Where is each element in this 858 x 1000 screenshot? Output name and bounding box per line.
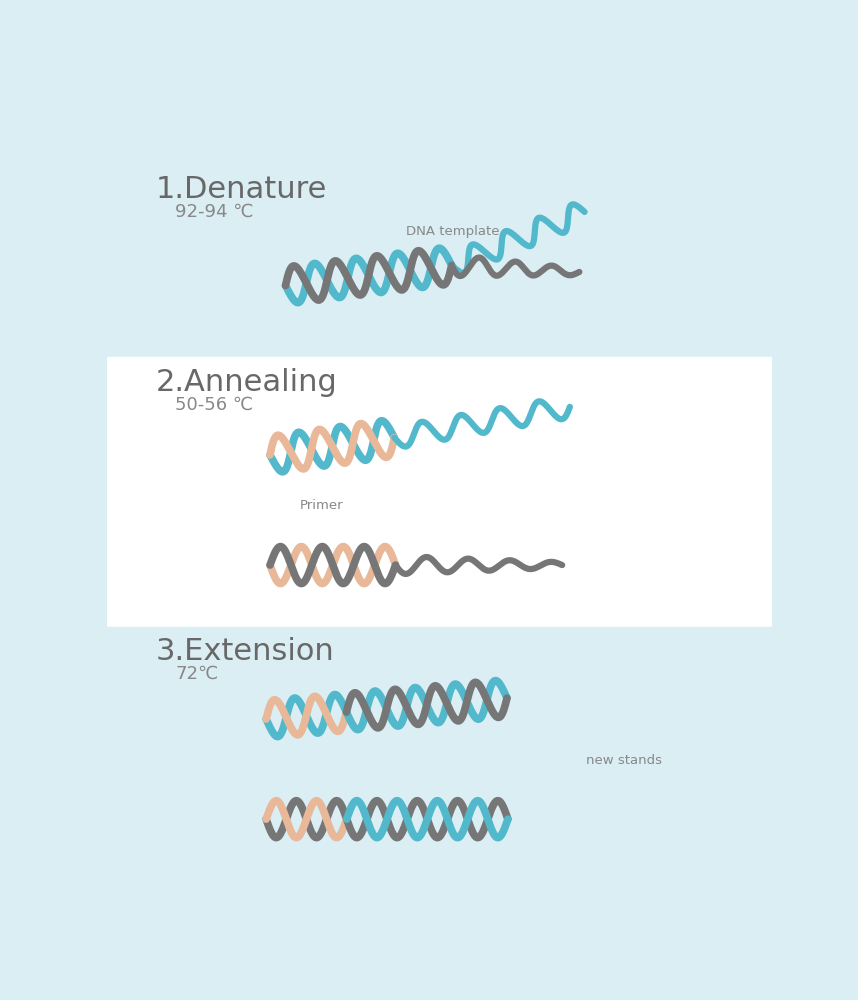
Text: 1.Denature: 1.Denature (155, 175, 327, 204)
Text: 72℃: 72℃ (175, 665, 219, 683)
Text: DNA template: DNA template (406, 225, 499, 238)
Text: Primer: Primer (299, 499, 343, 512)
Bar (107, 357, 772, 627)
Text: 50-56 ℃: 50-56 ℃ (175, 396, 254, 414)
Bar (107, 120, 772, 357)
Text: 92-94 ℃: 92-94 ℃ (175, 203, 254, 221)
Text: 2.Annealing: 2.Annealing (155, 368, 337, 397)
Text: new stands: new stands (586, 754, 662, 767)
Text: 3.Extension: 3.Extension (155, 637, 334, 666)
Bar (107, 627, 772, 890)
